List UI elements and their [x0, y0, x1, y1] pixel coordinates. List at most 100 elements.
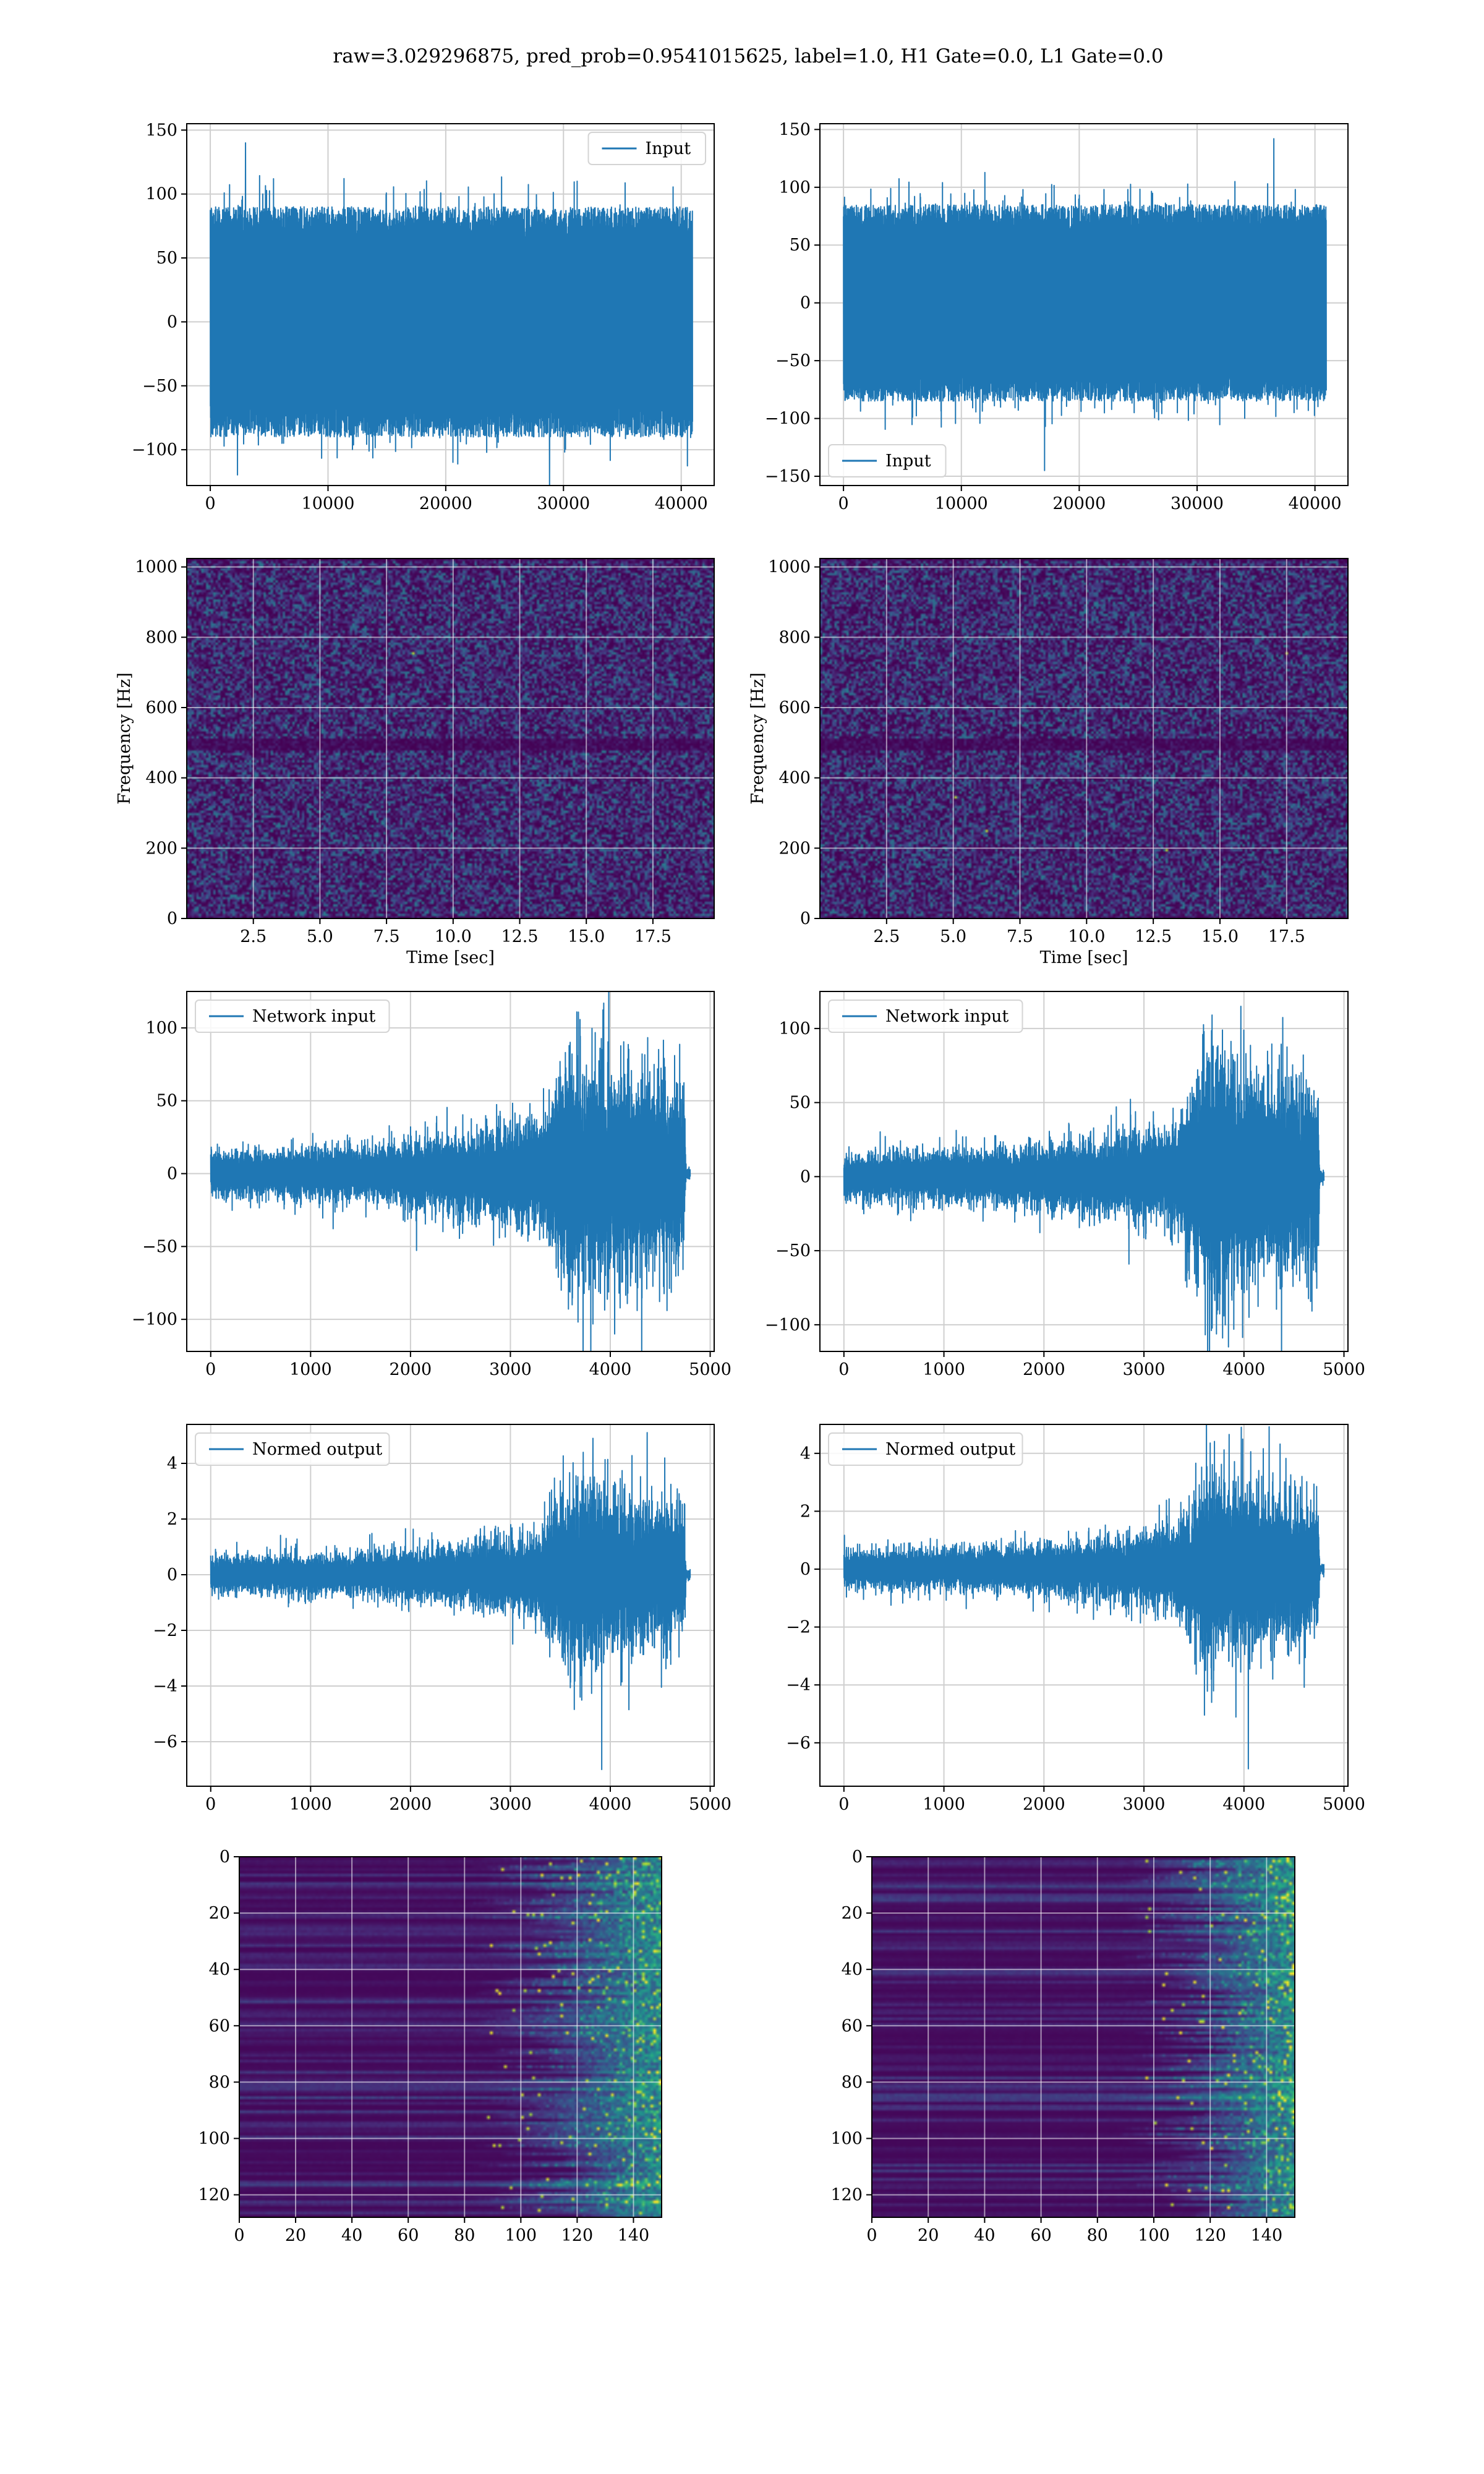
x-tick-label: 10000 [302, 494, 355, 513]
x-tick-label: 2000 [390, 1360, 432, 1379]
x-tick-label: 2000 [390, 1795, 432, 1814]
y-tick-label: 100 [778, 1019, 811, 1038]
y-tick-label: 100 [145, 1019, 177, 1038]
y-tick-label: −100 [765, 409, 811, 429]
h1-normed-output-frame [186, 1424, 715, 1787]
l1-feature-map-heatmap-image [872, 1857, 1295, 2217]
y-tick-label: 0 [852, 1847, 863, 1867]
legend-label: Normed output [885, 1440, 1015, 1459]
y-tick-label: −2 [786, 1618, 811, 1637]
y-tick-label: 20 [842, 1904, 863, 1923]
y-tick-label: 60 [842, 2016, 863, 2035]
h1-spectrogram-image [187, 559, 714, 918]
x-tick-label: 5.0 [940, 927, 966, 946]
x-tick-label: 20000 [1052, 494, 1106, 513]
y-tick-label: 0 [167, 1565, 177, 1585]
l1-spectrogram-xlabel: Time [sec] [1040, 948, 1128, 967]
y-tick-label: 600 [145, 698, 177, 717]
y-tick-label: 400 [778, 769, 811, 788]
axes-root: 0 10000 20000 30000 40000−100−50050100150Inp… [115, 120, 1365, 2245]
x-tick-label: 1000 [289, 1360, 332, 1379]
h1-network-input-frame [186, 991, 715, 1352]
y-tick-label: 50 [156, 249, 177, 268]
y-tick-label: 120 [830, 2186, 863, 2205]
x-tick-label: 0 [205, 1795, 216, 1814]
y-tick-label: 80 [842, 2073, 863, 2092]
h1-normed-output-axes: 0 1000 2000 3000 4000 5000 −6 −4 −2 0 2 4 Normed out… [153, 1424, 731, 1814]
x-tick-label: 20 [285, 2226, 306, 2245]
h1-normed-output-plot-area [210, 1432, 691, 1770]
l1-spectrogram-axes: 2.5 5.0 7.5 10.0 12.5 15.0 17.5 0 200 400 600 800 10… [748, 558, 1349, 967]
l1-feature-map-frame [871, 1856, 1295, 2218]
y-tick-label: 120 [198, 2186, 230, 2205]
h1-input-axes: 0 10000 20000 30000 40000 −100 −50 0 50 100 150 Inp… [132, 121, 715, 513]
h1-spectrogram-ylabel: Frequency [Hz] [115, 672, 134, 804]
x-tick-label: 1000 [923, 1795, 965, 1814]
legend-label: Normed output [252, 1440, 382, 1459]
y-tick-label: −6 [153, 1732, 177, 1752]
l1-network-input-series-line [843, 1005, 1325, 1351]
x-tick-label: 5000 [1323, 1795, 1365, 1814]
x-tick-label: 5.0 [307, 927, 333, 946]
x-tick-label: 0 [205, 1360, 216, 1379]
x-tick-label: 7.5 [1007, 927, 1033, 946]
y-tick-label: 4 [167, 1454, 177, 1473]
h1-normed-output-legend: Normed output [195, 1432, 390, 1466]
h1-input-series-line [210, 142, 693, 486]
x-tick-label: 3000 [489, 1795, 532, 1814]
legend-box [828, 444, 947, 477]
l1-normed-output-frame [819, 1424, 1349, 1787]
y-tick-label: 150 [145, 121, 177, 140]
l1-network-input-legend: Network input [828, 999, 1023, 1033]
y-tick-label: −50 [775, 351, 811, 370]
x-tick-label: 10.0 [1068, 927, 1105, 946]
y-tick-label: 100 [778, 178, 811, 197]
y-tick-label: 200 [145, 839, 177, 858]
x-tick-label: 0 [838, 1795, 849, 1814]
legend-label: Input [646, 139, 691, 158]
x-tick-label: 4000 [1222, 1795, 1265, 1814]
y-tick-label: −100 [765, 1316, 811, 1335]
y-tick-label: 80 [209, 2073, 230, 2092]
x-tick-label: 17.5 [634, 927, 672, 946]
x-tick-label: 60 [1030, 2226, 1051, 2245]
x-tick-label: 80 [1087, 2226, 1108, 2245]
y-tick-label: −4 [153, 1677, 177, 1696]
y-tick-label: 2 [167, 1510, 177, 1529]
legend-box [828, 999, 1023, 1033]
y-tick-label: −100 [132, 1310, 177, 1329]
x-tick-label: 5000 [689, 1360, 731, 1379]
y-tick-label: −50 [775, 1241, 811, 1261]
x-tick-label: 4000 [589, 1795, 632, 1814]
h1-feature-map-heatmap-image [239, 1857, 662, 2217]
x-tick-label: 3000 [1123, 1795, 1166, 1814]
l1-normed-output-axes: 0 1000 2000 3000 4000 5000 −6 −4 −2 0 2 4 Normed out… [786, 1424, 1365, 1814]
l1-feature-map-axes: 0 20 40 60 80 100 120 140 0 20 40 60 80 100 120 [830, 1847, 1295, 2245]
x-tick-label: 40 [974, 2226, 995, 2245]
h1-spectrogram-axes: 2.5 5.0 7.5 10.0 12.5 15.0 17.5 0 200 400 600 800 10… [115, 558, 715, 967]
h1-feature-map-axes: 0 20 40 60 80 100 120 140 0 20 40 60 80 100 120 [198, 1847, 662, 2245]
y-tick-label: 0 [167, 1165, 177, 1184]
y-tick-label: −2 [153, 1621, 177, 1640]
x-tick-label: 40000 [1289, 494, 1342, 513]
l1-input-frame [819, 123, 1349, 486]
x-tick-label: 0 [234, 2226, 244, 2245]
x-tick-label: 17.5 [1268, 927, 1305, 946]
x-tick-label: 30000 [1171, 494, 1224, 513]
y-tick-label: −4 [786, 1676, 811, 1695]
x-tick-label: 60 [398, 2226, 419, 2245]
x-tick-label: 4000 [1222, 1360, 1265, 1379]
x-tick-label: 100 [505, 2226, 537, 2245]
y-tick-label: 800 [145, 628, 177, 647]
x-tick-label: 0 [838, 494, 849, 513]
x-tick-label: 0 [866, 2226, 877, 2245]
y-tick-label: 40 [842, 1960, 863, 1979]
h1-input-legend: Input [587, 132, 706, 165]
l1-normed-output-series-line [843, 1424, 1325, 1770]
y-tick-label: 50 [156, 1092, 177, 1111]
l1-network-input-frame [819, 991, 1349, 1352]
y-tick-label: −50 [142, 1237, 177, 1256]
x-tick-label: 140 [1251, 2226, 1283, 2245]
x-tick-label: 5000 [1323, 1360, 1365, 1379]
